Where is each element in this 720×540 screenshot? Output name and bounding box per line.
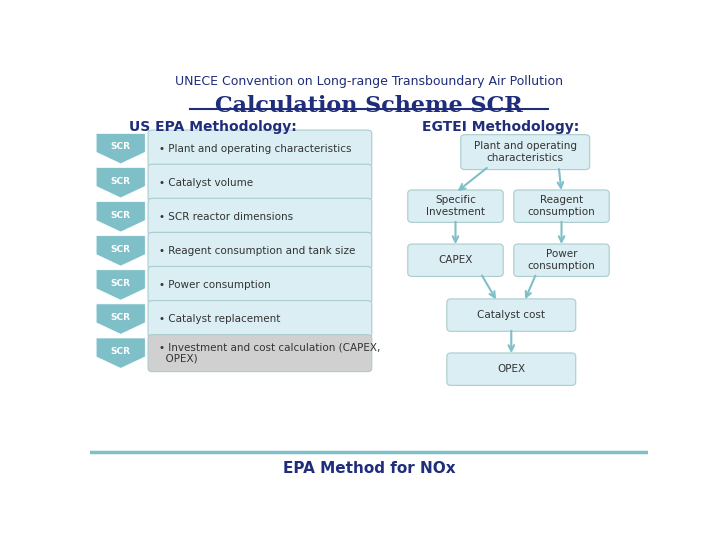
Text: SCR: SCR (111, 245, 131, 254)
Text: SCR: SCR (111, 313, 131, 322)
Polygon shape (96, 201, 145, 232)
Text: • Power consumption: • Power consumption (159, 280, 271, 290)
Polygon shape (96, 304, 145, 334)
Text: • Catalyst replacement: • Catalyst replacement (159, 314, 281, 324)
Text: Reagent
consumption: Reagent consumption (528, 195, 595, 217)
Text: • Plant and operating characteristics: • Plant and operating characteristics (159, 144, 351, 153)
FancyBboxPatch shape (148, 164, 372, 201)
Text: SCR: SCR (111, 211, 131, 220)
Text: US EPA Methodology:: US EPA Methodology: (129, 120, 297, 134)
FancyBboxPatch shape (408, 190, 503, 222)
Text: • Reagent consumption and tank size: • Reagent consumption and tank size (159, 246, 356, 256)
Text: • Investment and cost calculation (CAPEX,
  OPEX): • Investment and cost calculation (CAPEX… (159, 342, 381, 364)
FancyBboxPatch shape (461, 134, 590, 170)
FancyBboxPatch shape (148, 232, 372, 269)
Text: UNECE Convention on Long-range Transboundary Air Pollution: UNECE Convention on Long-range Transboun… (175, 75, 563, 88)
Text: CAPEX: CAPEX (438, 255, 472, 265)
Text: • Catalyst volume: • Catalyst volume (159, 178, 253, 188)
FancyBboxPatch shape (514, 190, 609, 222)
Text: SCR: SCR (111, 143, 131, 151)
Text: Specific
Investment: Specific Investment (426, 195, 485, 217)
FancyBboxPatch shape (447, 299, 576, 332)
Text: • SCR reactor dimensions: • SCR reactor dimensions (159, 212, 293, 222)
Polygon shape (96, 167, 145, 198)
Polygon shape (96, 338, 145, 368)
Text: SCR: SCR (111, 177, 131, 186)
Text: Plant and operating
characteristics: Plant and operating characteristics (474, 141, 577, 163)
FancyBboxPatch shape (148, 266, 372, 303)
Text: Power
consumption: Power consumption (528, 249, 595, 271)
Text: EGTEI Methodology:: EGTEI Methodology: (422, 120, 580, 134)
Text: EPA Method for NOx: EPA Method for NOx (283, 461, 455, 476)
FancyBboxPatch shape (514, 244, 609, 276)
Text: SCR: SCR (111, 347, 131, 356)
Polygon shape (96, 270, 145, 300)
Text: OPEX: OPEX (498, 364, 526, 374)
FancyBboxPatch shape (148, 335, 372, 372)
FancyBboxPatch shape (447, 353, 576, 386)
FancyBboxPatch shape (148, 301, 372, 338)
Text: Catalyst cost: Catalyst cost (477, 310, 545, 320)
Text: Calculation Scheme SCR: Calculation Scheme SCR (215, 94, 523, 117)
FancyBboxPatch shape (408, 244, 503, 276)
Polygon shape (96, 235, 145, 266)
Polygon shape (96, 133, 145, 164)
Text: SCR: SCR (111, 279, 131, 288)
FancyBboxPatch shape (148, 198, 372, 235)
FancyBboxPatch shape (148, 130, 372, 167)
